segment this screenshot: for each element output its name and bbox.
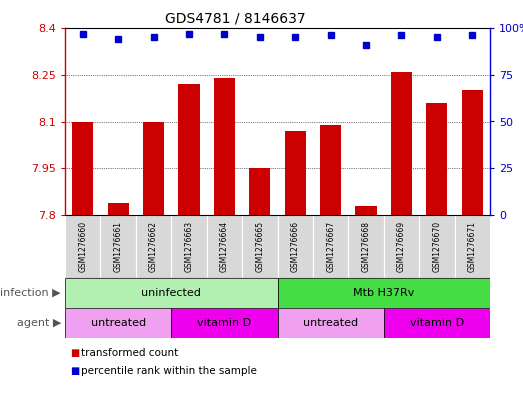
Text: Mtb H37Rv: Mtb H37Rv — [353, 288, 414, 298]
Text: ■: ■ — [70, 365, 79, 376]
Bar — [356, 206, 377, 215]
Text: transformed count: transformed count — [81, 348, 178, 358]
Bar — [391, 72, 412, 215]
Bar — [320, 125, 341, 215]
Bar — [65, 215, 100, 278]
Bar — [348, 215, 384, 278]
Text: GSM1276663: GSM1276663 — [185, 221, 194, 272]
Bar — [171, 215, 207, 278]
Bar — [178, 84, 200, 215]
Bar — [249, 168, 270, 215]
Text: GSM1276660: GSM1276660 — [78, 221, 87, 272]
Bar — [454, 215, 490, 278]
Text: GSM1276662: GSM1276662 — [149, 221, 158, 272]
Text: GSM1276670: GSM1276670 — [433, 221, 441, 272]
Bar — [100, 215, 136, 278]
Bar — [72, 121, 93, 215]
Bar — [278, 308, 384, 338]
Text: percentile rank within the sample: percentile rank within the sample — [81, 365, 257, 376]
Bar — [65, 278, 278, 308]
Text: GSM1276665: GSM1276665 — [255, 221, 264, 272]
Text: GSM1276669: GSM1276669 — [397, 221, 406, 272]
Bar — [171, 308, 278, 338]
Text: GSM1276666: GSM1276666 — [291, 221, 300, 272]
Bar — [462, 90, 483, 215]
Text: vitamin D: vitamin D — [410, 318, 464, 328]
Text: GSM1276668: GSM1276668 — [361, 221, 370, 272]
Bar — [242, 215, 278, 278]
Bar — [108, 202, 129, 215]
Text: GSM1276661: GSM1276661 — [113, 221, 122, 272]
Text: untreated: untreated — [303, 318, 358, 328]
Bar — [214, 78, 235, 215]
Bar — [278, 278, 490, 308]
Bar — [419, 215, 454, 278]
Text: GDS4781 / 8146637: GDS4781 / 8146637 — [165, 12, 305, 26]
Bar — [313, 215, 348, 278]
Bar — [136, 215, 171, 278]
Bar — [384, 308, 490, 338]
Text: GSM1276667: GSM1276667 — [326, 221, 335, 272]
Text: infection ▶: infection ▶ — [1, 288, 61, 298]
Text: agent ▶: agent ▶ — [17, 318, 61, 328]
Text: vitamin D: vitamin D — [197, 318, 252, 328]
Text: uninfected: uninfected — [141, 288, 201, 298]
Bar — [285, 131, 306, 215]
Text: ■: ■ — [70, 348, 79, 358]
Bar — [278, 215, 313, 278]
Bar — [207, 215, 242, 278]
Bar — [384, 215, 419, 278]
Bar — [143, 121, 164, 215]
Text: GSM1276671: GSM1276671 — [468, 221, 477, 272]
Text: GSM1276664: GSM1276664 — [220, 221, 229, 272]
Bar — [65, 308, 171, 338]
Text: untreated: untreated — [90, 318, 146, 328]
Bar — [426, 103, 448, 215]
